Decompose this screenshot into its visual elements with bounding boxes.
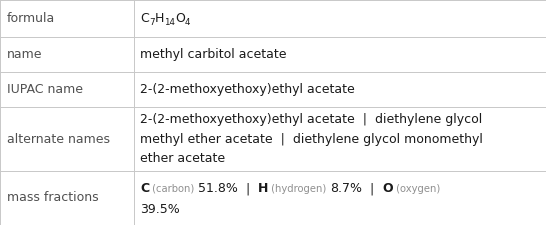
Text: methyl carbitol acetate: methyl carbitol acetate xyxy=(140,48,287,61)
Text: (oxygen): (oxygen) xyxy=(393,184,440,194)
Text: C: C xyxy=(140,12,149,25)
Text: 51.8%: 51.8% xyxy=(198,182,238,195)
Text: |: | xyxy=(361,182,382,195)
Text: H: H xyxy=(258,182,268,195)
Text: mass fractions: mass fractions xyxy=(7,191,98,204)
Text: 8.7%: 8.7% xyxy=(330,182,361,195)
Text: 4: 4 xyxy=(185,18,191,27)
Text: O: O xyxy=(382,182,393,195)
Text: 14: 14 xyxy=(164,18,175,27)
Text: ether acetate: ether acetate xyxy=(140,152,225,165)
Text: 39.5%: 39.5% xyxy=(140,203,180,216)
Text: name: name xyxy=(7,48,42,61)
Text: 2-(2-methoxyethoxy)ethyl acetate: 2-(2-methoxyethoxy)ethyl acetate xyxy=(140,83,355,96)
Text: C: C xyxy=(140,182,150,195)
Text: formula: formula xyxy=(7,12,55,25)
Text: H: H xyxy=(155,12,164,25)
Text: (carbon): (carbon) xyxy=(150,184,198,194)
Text: 2-(2-methoxyethoxy)ethyl acetate  |  diethylene glycol: 2-(2-methoxyethoxy)ethyl acetate | dieth… xyxy=(140,113,483,126)
Text: 7: 7 xyxy=(149,18,155,27)
Text: (hydrogen): (hydrogen) xyxy=(268,184,330,194)
Text: methyl ether acetate  |  diethylene glycol monomethyl: methyl ether acetate | diethylene glycol… xyxy=(140,133,483,146)
Text: alternate names: alternate names xyxy=(7,133,110,146)
Text: O: O xyxy=(175,12,185,25)
Text: |: | xyxy=(238,182,258,195)
Text: IUPAC name: IUPAC name xyxy=(7,83,82,96)
